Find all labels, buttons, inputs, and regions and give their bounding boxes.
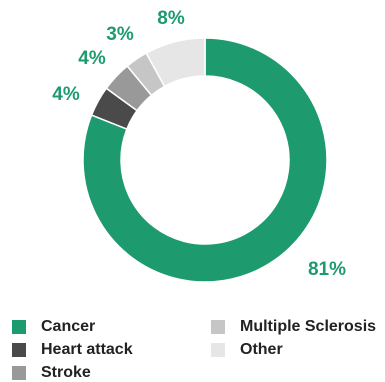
- legend-label-stroke: Stroke: [41, 364, 91, 381]
- legend-item-other: Other: [211, 341, 283, 359]
- chart-legend: Cancer Heart attack Stroke Multiple Scle…: [12, 316, 384, 381]
- legend-swatch-heart-attack: [12, 343, 26, 357]
- legend-item-cancer: Cancer: [12, 318, 95, 336]
- legend-label-multiple-sclerosis: Multiple Sclerosis: [240, 318, 377, 335]
- donut-slices: [82, 37, 328, 283]
- value-label-stroke: 4%: [78, 48, 106, 69]
- legend-swatch-multiple-sclerosis: [211, 320, 225, 334]
- legend-item-stroke: Stroke: [12, 364, 91, 382]
- value-label-other: 8%: [157, 8, 185, 29]
- legend-item-heart-attack: Heart attack: [12, 341, 133, 359]
- legend-swatch-stroke: [12, 366, 26, 380]
- legend-label-other: Other: [240, 341, 283, 358]
- legend-label-heart-attack: Heart attack: [41, 341, 133, 358]
- value-label-heart-attack: 4%: [52, 84, 80, 105]
- legend-swatch-cancer: [12, 320, 26, 334]
- donut-value-labels: 81%4%4%3%8%: [52, 8, 346, 280]
- value-label-multiple-sclerosis: 3%: [106, 24, 134, 45]
- legend-item-multiple-sclerosis: Multiple Sclerosis: [211, 318, 376, 336]
- donut-slice-cancer: [82, 37, 328, 283]
- legend-label-cancer: Cancer: [41, 318, 96, 335]
- legend-swatch-other: [211, 343, 225, 357]
- value-label-cancer: 81%: [308, 259, 346, 280]
- donut-slice-other: [145, 37, 206, 88]
- donut-chart: 81%4%4%3%8%: [52, 8, 346, 283]
